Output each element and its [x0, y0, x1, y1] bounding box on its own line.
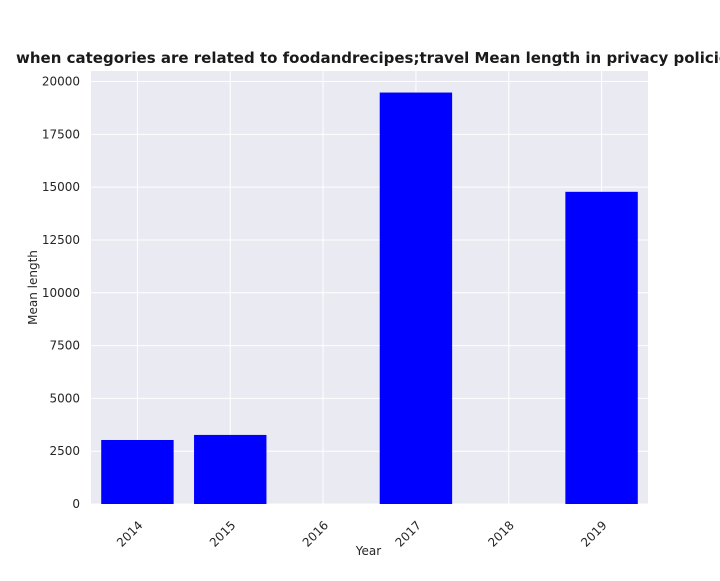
y-tick-labels: 0 2500 5000 7500 10000 12500 15000 17500 20000	[42, 75, 80, 511]
plot-area	[91, 71, 648, 504]
y-tick-label: 15000	[42, 180, 80, 194]
x-tick-label: 2016	[300, 518, 331, 549]
x-tick-label: 2015	[207, 518, 238, 549]
y-tick-label: 10000	[42, 286, 80, 300]
y-tick-label: 0	[72, 497, 80, 511]
x-tick-label: 2018	[485, 518, 516, 549]
bar-2017	[379, 92, 453, 505]
y-tick-label: 2500	[49, 444, 80, 458]
bars	[101, 92, 638, 505]
y-tick-label: 17500	[42, 127, 80, 141]
y-tick-label: 7500	[49, 339, 80, 353]
x-axis-label: Year	[355, 544, 381, 558]
x-tick-label: 2014	[114, 518, 145, 549]
chart-title: when categories are related to foodandre…	[16, 49, 720, 67]
y-tick-label: 5000	[49, 391, 80, 405]
x-tick-label: 2017	[393, 518, 424, 549]
x-tick-label: 2019	[578, 518, 609, 549]
bar-2014	[101, 440, 174, 504]
y-axis-label: Mean length	[26, 250, 40, 325]
y-tick-label: 20000	[42, 75, 80, 89]
bar-2019	[565, 191, 638, 504]
y-tick-label: 12500	[42, 233, 80, 247]
bar-2015	[194, 434, 267, 504]
